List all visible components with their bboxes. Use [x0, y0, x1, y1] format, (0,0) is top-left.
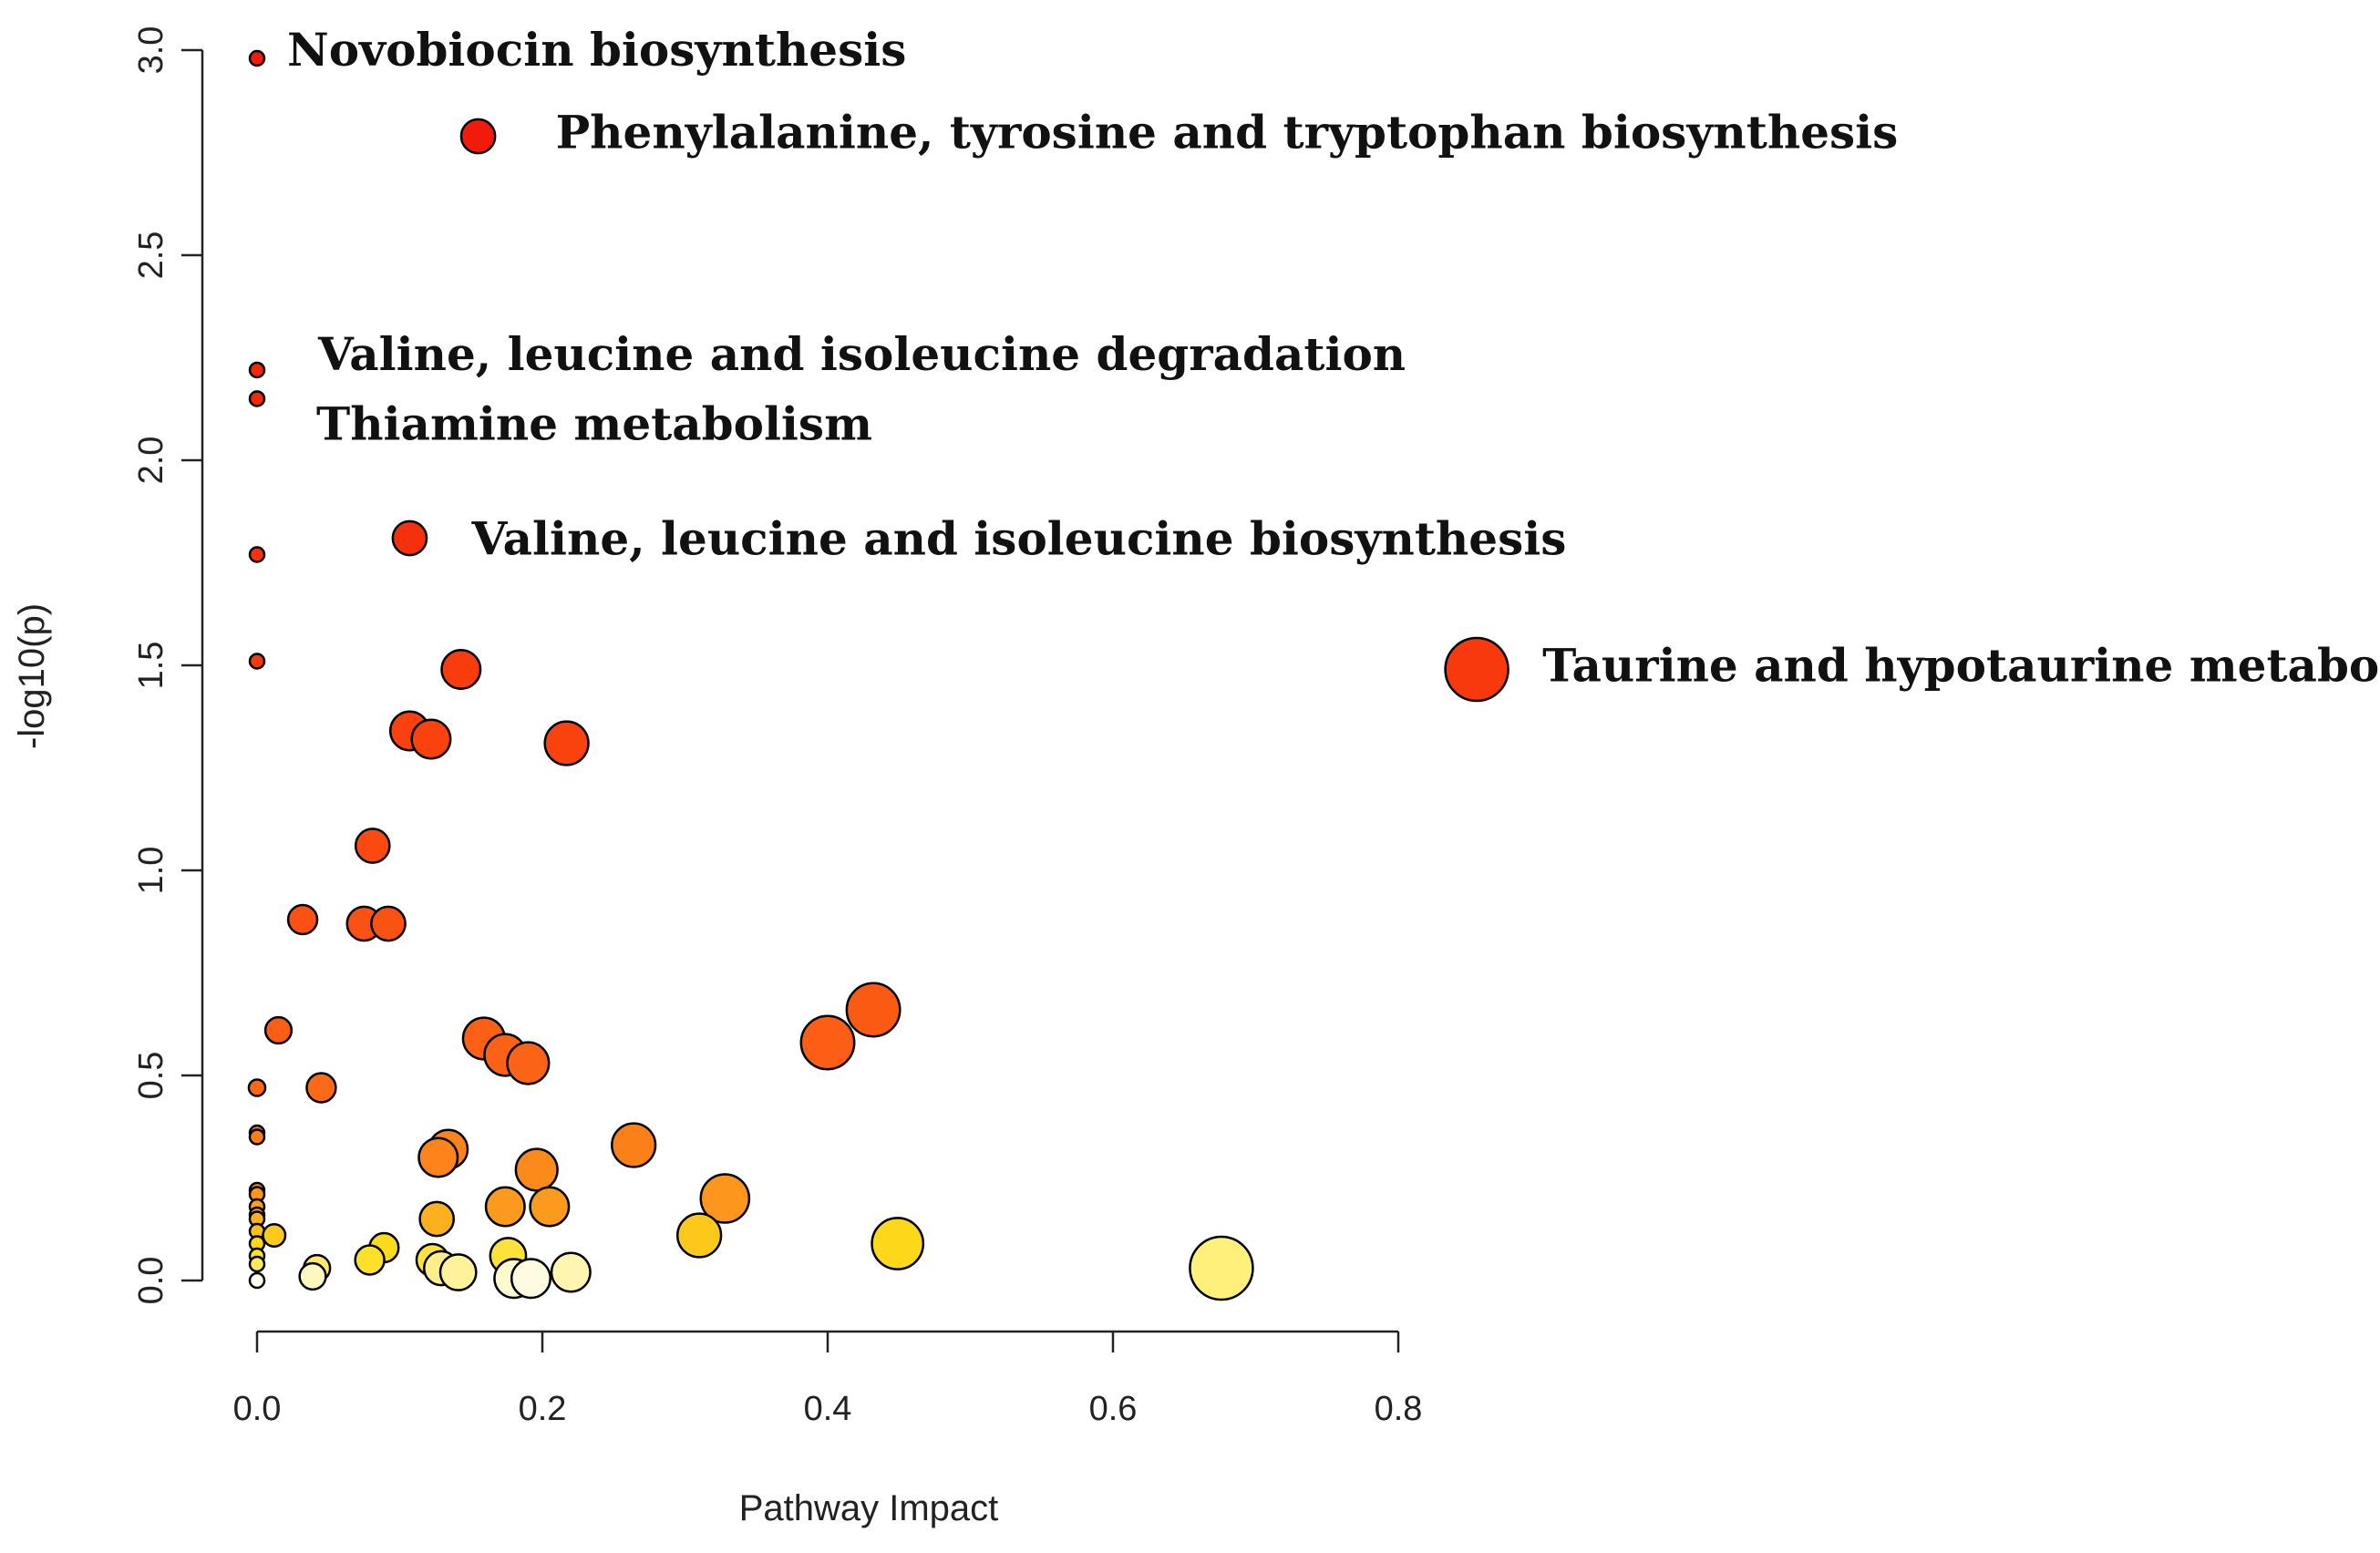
y-tick-label: 2.5 [132, 231, 170, 280]
data-point [248, 361, 266, 379]
x-ticks: 0.0 0.2 0.4 0.6 0.8 [233, 1332, 1423, 1428]
y-tick-label: 2.0 [132, 437, 170, 485]
data-point [699, 1173, 751, 1224]
pathway-label: Novobiocin biosynthesis [287, 23, 906, 77]
pathway-label: Valine, leucine and isoleucine degradati… [317, 327, 1406, 381]
pathway-label: Phenylalanine, tyrosine and tryptophan b… [556, 106, 1899, 159]
y-axis-title: -log10(p) [12, 603, 52, 749]
x-tick-label: 0.0 [233, 1390, 282, 1428]
data-point [248, 1255, 266, 1273]
data-point [845, 982, 902, 1038]
x-tick-label: 0.2 [519, 1390, 567, 1428]
pathway-annotations: Novobiocin biosynthesis Phenylalanine, ty… [287, 23, 2380, 693]
data-point [354, 1244, 386, 1276]
data-point [871, 1217, 925, 1270]
pathway-label: Thiamine metabolism [316, 397, 872, 451]
x-axis-title: Pathway Impact [739, 1488, 999, 1528]
axes [201, 50, 1398, 1333]
data-point [543, 720, 590, 766]
data-point [248, 1128, 266, 1146]
data-point [410, 718, 452, 760]
data-point [305, 1072, 337, 1104]
data-point [248, 546, 266, 563]
data-point [418, 1200, 456, 1238]
data-point [514, 1147, 559, 1192]
x-tick-label: 0.4 [804, 1390, 852, 1428]
data-point [799, 1014, 856, 1071]
data-point [529, 1186, 571, 1228]
pathway-label: Taurine and hypotaurine metabolism [1542, 639, 2380, 693]
data-point [248, 49, 266, 67]
y-tick-label: 0.0 [132, 1257, 170, 1305]
y-tick-label: 1.0 [132, 847, 170, 895]
y-ticks: 0.0 0.5 1.0 1.5 2.0 2.5 3.0 [132, 26, 202, 1305]
data-point [286, 903, 319, 936]
data-point [611, 1122, 657, 1168]
data-point [262, 1223, 287, 1248]
data-point [417, 1136, 459, 1178]
data-point [247, 1078, 267, 1097]
y-tick-label: 0.5 [132, 1052, 170, 1100]
data-point [506, 1041, 551, 1085]
data-point [248, 1271, 266, 1290]
data-point [440, 649, 482, 690]
data-point [370, 905, 407, 942]
data-point [1189, 1235, 1254, 1301]
data-point [298, 1261, 327, 1291]
x-tick-label: 0.6 [1089, 1390, 1138, 1428]
data-point [263, 1015, 294, 1045]
data-point [438, 1253, 478, 1291]
data-point [391, 519, 428, 557]
pathway-label: Valine, leucine and isoleucine biosynthe… [470, 512, 1566, 566]
data-point [550, 1251, 592, 1293]
x-tick-label: 0.8 [1375, 1390, 1423, 1428]
y-tick-label: 1.5 [132, 642, 170, 690]
data-point [510, 1258, 551, 1300]
data-point [354, 828, 391, 864]
data-point [484, 1186, 526, 1228]
y-tick-label: 3.0 [132, 26, 170, 75]
data-point [1444, 636, 1509, 703]
data-point [248, 390, 266, 407]
data-point [248, 653, 266, 670]
data-points [247, 49, 1509, 1301]
data-point [459, 118, 497, 155]
data-point [676, 1212, 723, 1259]
